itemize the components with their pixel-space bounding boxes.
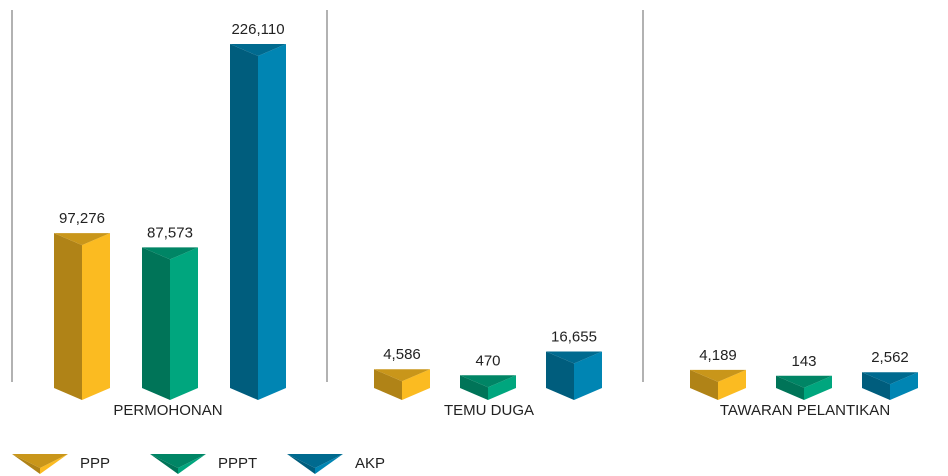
- legend-icon-left: [287, 454, 315, 474]
- legend-icon: [287, 454, 343, 474]
- legend-label: PPPT: [218, 455, 257, 472]
- value-label: 16,655: [551, 329, 597, 346]
- bar-top-face: [460, 375, 516, 388]
- bar: [54, 233, 110, 400]
- bar-right-face: [804, 375, 832, 400]
- bar: [546, 351, 602, 400]
- legend-icon-top: [12, 454, 68, 468]
- bar: [862, 372, 918, 400]
- bar-left-face: [54, 233, 82, 400]
- bar-left-face: [142, 247, 170, 400]
- bar-top-face: [54, 233, 110, 246]
- bar-top-face: [776, 375, 832, 388]
- bar-top-face: [690, 369, 746, 382]
- category-label: PERMOHONAN: [113, 402, 222, 419]
- category-label: TAWARAN PELANTIKAN: [720, 402, 890, 419]
- legend-icon-left: [12, 454, 40, 474]
- bar: [230, 44, 286, 400]
- legend-icon: [12, 454, 68, 474]
- value-label: 2,562: [871, 349, 909, 366]
- bar: [374, 369, 430, 400]
- bar-right-face: [574, 351, 602, 400]
- bar-left-face: [776, 375, 804, 400]
- legend-icon-right: [178, 454, 206, 474]
- value-label: 226,110: [231, 21, 284, 38]
- legend-icon-top: [287, 454, 343, 468]
- bar-left-face: [460, 375, 488, 400]
- bar-right-face: [258, 44, 286, 400]
- legend-label: PPP: [80, 455, 110, 472]
- bar-right-face: [718, 369, 746, 400]
- legend-icon-right: [315, 454, 343, 474]
- bar-left-face: [374, 369, 402, 400]
- bar-right-face: [170, 247, 198, 400]
- legend-icon: [150, 454, 206, 474]
- bar-right-face: [402, 369, 430, 400]
- bar-right-face: [890, 372, 918, 400]
- legend-icon-top: [150, 454, 206, 468]
- bar: [776, 375, 832, 400]
- legend-icon-left: [150, 454, 178, 474]
- bar-top-face: [142, 247, 198, 260]
- bar: [460, 375, 516, 400]
- bar-left-face: [230, 44, 258, 400]
- category-label: TEMU DUGA: [444, 402, 534, 419]
- bar-top-face: [230, 44, 286, 56]
- value-label: 143: [791, 353, 816, 370]
- bar-right-face: [82, 233, 110, 400]
- legend-label: AKP: [355, 455, 385, 472]
- bar-top-face: [374, 369, 430, 382]
- bar-left-face: [546, 351, 574, 400]
- value-label: 4,189: [699, 347, 737, 364]
- bar-left-face: [862, 372, 890, 400]
- bar-right-face: [488, 375, 516, 400]
- value-label: 4,586: [383, 346, 421, 363]
- value-label: 470: [475, 352, 500, 369]
- bar-top-face: [546, 351, 602, 364]
- bar: [690, 369, 746, 400]
- bar-left-face: [690, 369, 718, 400]
- value-label: 87,573: [147, 224, 193, 241]
- bar: [142, 247, 198, 400]
- bar-top-face: [862, 372, 918, 385]
- legend-icon-right: [40, 454, 68, 474]
- value-label: 97,276: [59, 210, 105, 227]
